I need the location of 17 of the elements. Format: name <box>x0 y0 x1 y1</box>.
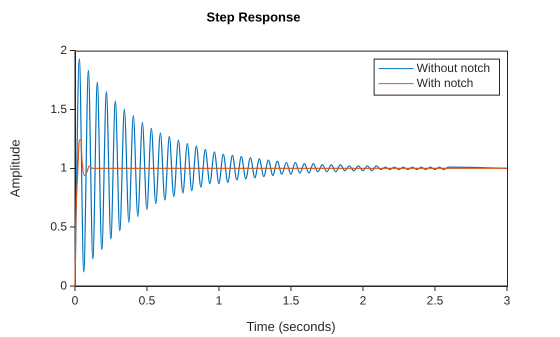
x-axis-title: Time (seconds) <box>246 318 336 334</box>
y-tick-label: 1.5 <box>50 102 68 116</box>
x-tick-label: 2.5 <box>426 294 444 308</box>
y-tick-label: 1 <box>60 160 68 175</box>
x-tick-label: 2 <box>360 294 367 308</box>
x-tick-label: 1.5 <box>282 294 300 308</box>
y-axis-title: Amplitude <box>7 139 22 198</box>
y-tick-label: 2 <box>60 42 68 57</box>
x-tick-label: 0.5 <box>138 294 156 308</box>
legend-label: Without notch <box>416 60 490 75</box>
x-tick-label: 1 <box>216 294 223 308</box>
x-tick-label: 3 <box>504 294 511 308</box>
chart-title: Step Response <box>206 9 300 24</box>
x-tick-label: 0 <box>72 294 79 308</box>
y-tick-label: 0.5 <box>50 219 68 234</box>
y-tick-label: 0 <box>60 278 68 292</box>
legend-label: With notch <box>416 76 474 90</box>
